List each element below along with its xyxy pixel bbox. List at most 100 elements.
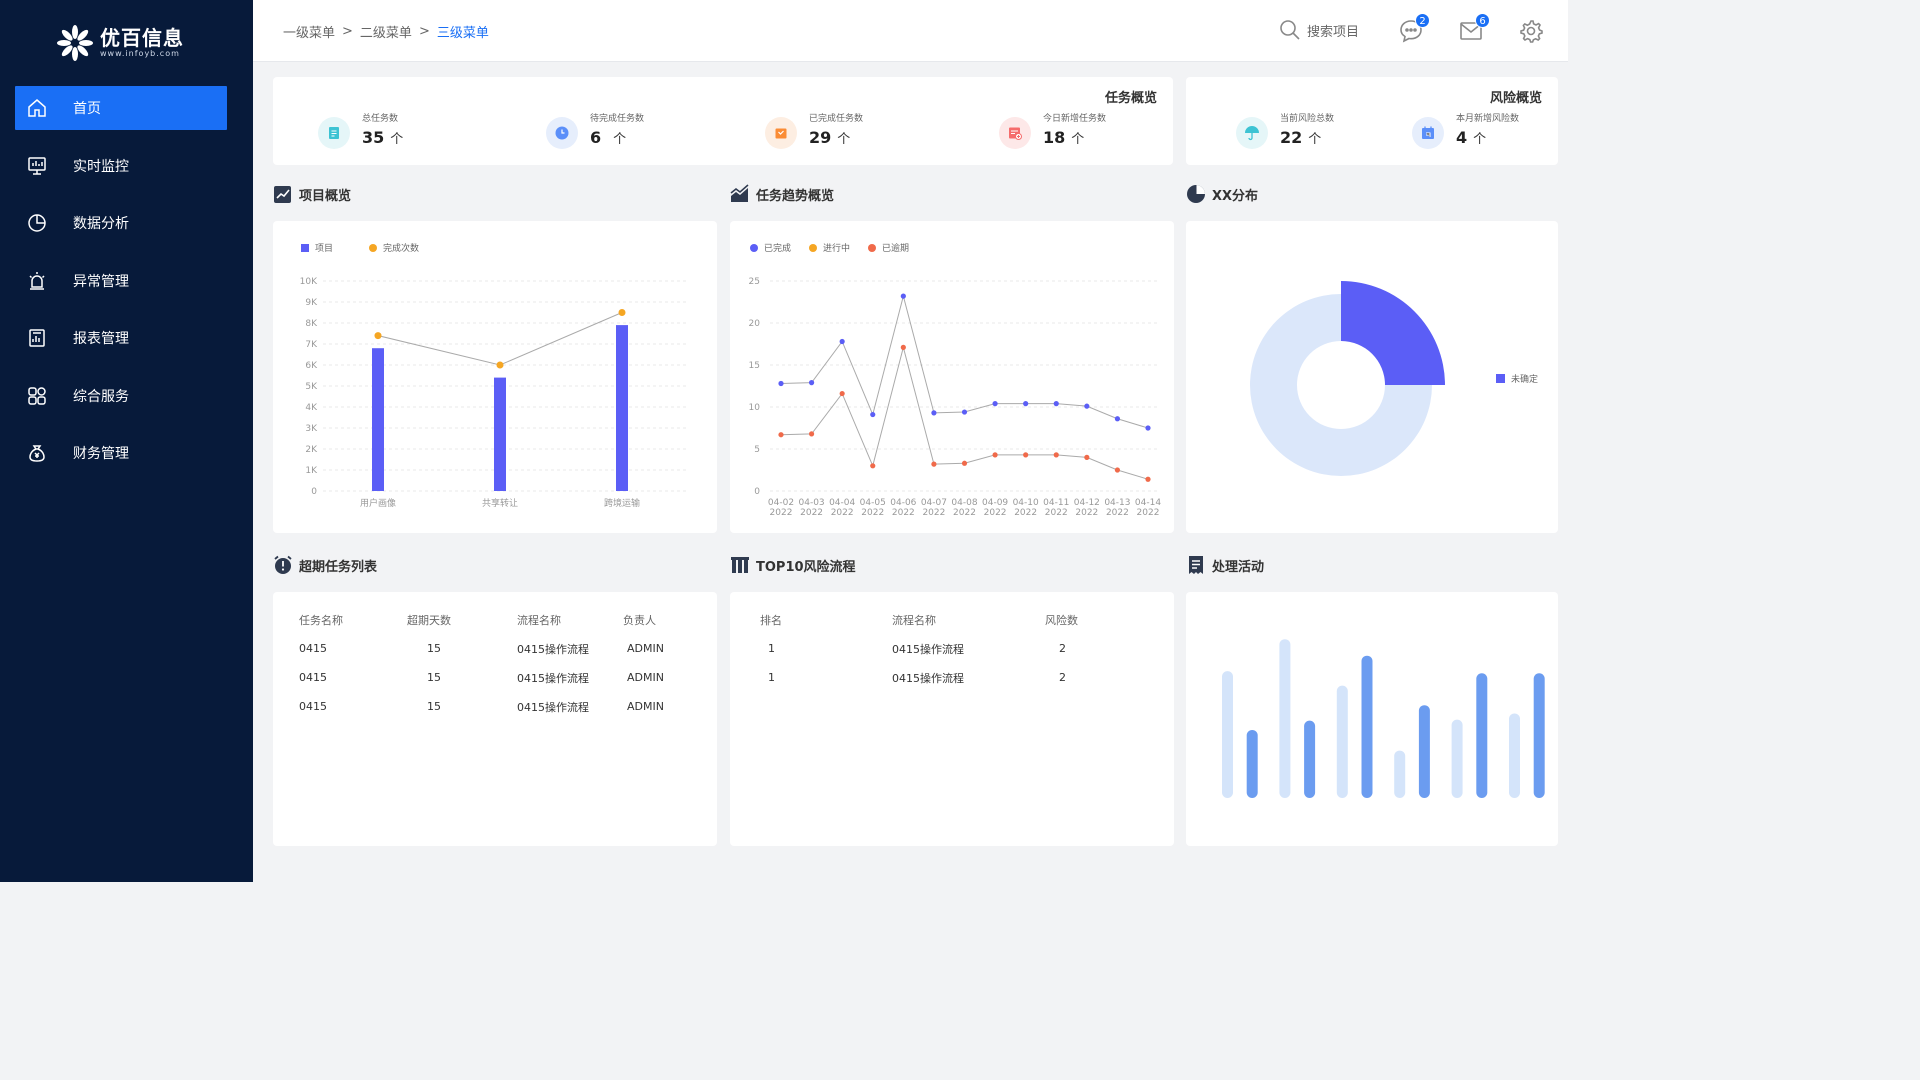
sidebar-item-services[interactable]: 综合服务 (15, 374, 227, 418)
breadcrumb-level3[interactable]: 三级菜单 (436, 26, 489, 41)
table-cell: 0415操作流程 (892, 642, 964, 656)
y-tick-label: 0 (311, 487, 317, 497)
stat-label: 已完成任务数 (809, 114, 864, 124)
trend-overview-card: 已完成 进行中 已逾期 0 5 10 15 20 25 04-02 2022 04-03 2022… (730, 221, 1174, 533)
calendar-month-icon (1412, 117, 1444, 149)
breadcrumb-level1[interactable]: 一级菜单 (283, 26, 336, 41)
y-tick-label: 25 (749, 277, 760, 287)
x-tick-year-label: 2022 (1045, 508, 1068, 518)
sidebar-item-monitor[interactable]: 实时监控 (15, 144, 227, 188)
data-point (839, 390, 845, 397)
breadcrumb-level2[interactable]: 二级菜单 (359, 26, 412, 41)
sidebar-item-exception[interactable]: 异常管理 (15, 259, 227, 303)
table-cell: 1 (768, 642, 775, 655)
top10-table-card: 排名 流程名称 风险数 1 0415操作流程 2 1 0415操作流程 2 (730, 592, 1174, 846)
pie-icon (1186, 184, 1206, 204)
section-title-overdue: 超期任务列表 (273, 555, 377, 575)
x-tick-label: 04-05 (860, 498, 886, 508)
settings-button[interactable] (1518, 18, 1544, 44)
stat-value: 35 (362, 128, 385, 147)
legend-item-undetermined[interactable]: 未确定 (1496, 372, 1538, 385)
legend-swatch (301, 243, 309, 252)
section-title-top10: TOP10风险流程 (730, 555, 856, 575)
column-header: 排名 (760, 614, 782, 627)
data-point (1023, 401, 1029, 407)
project-chart-legend: 项目 完成次数 (301, 241, 437, 254)
sidebar-item-analysis[interactable]: 数据分析 (15, 201, 227, 245)
bar (1304, 720, 1316, 798)
y-tick-label: 3K (305, 424, 318, 434)
x-tick-year-label: 2022 (861, 508, 884, 518)
brand-url: www.infoyb.com (100, 49, 180, 58)
logo[interactable]: 优百信息 www.infoyb.com (56, 24, 184, 62)
data-point (961, 460, 968, 466)
y-tick-label: 2K (305, 445, 318, 455)
data-point (496, 361, 504, 369)
mail-button[interactable]: 6 (1458, 13, 1490, 44)
messages-button[interactable]: 2 (1398, 13, 1430, 44)
legend-label: 完成次数 (383, 244, 420, 254)
table-cell: ADMIN (627, 642, 664, 655)
x-tick-label: 04-10 (1013, 498, 1039, 508)
sidebar-item-report[interactable]: 报表管理 (15, 316, 227, 360)
x-tick-label: 共享转让 (482, 497, 518, 509)
x-tick-year-label: 2022 (770, 508, 793, 518)
table-row[interactable]: 1 0415操作流程 2 (760, 663, 1140, 692)
table-row[interactable]: 0415 15 0415操作流程 ADMIN (299, 663, 699, 692)
x-tick-label: 04-02 (768, 498, 794, 508)
section-title-text: 处理活动 (1212, 559, 1265, 575)
columns-icon (730, 555, 750, 575)
stat-unit: 个 (1308, 132, 1322, 147)
distribution-card: 未确定 (1186, 221, 1558, 533)
data-point (961, 409, 968, 415)
legend-label: 进行中 (823, 244, 851, 254)
table-row[interactable]: 0415 15 0415操作流程 ADMIN (299, 634, 699, 663)
x-tick-year-label: 2022 (953, 508, 976, 518)
stat-label: 待完成任务数 (590, 114, 645, 124)
sidebar-item-label: 财务管理 (73, 446, 129, 462)
stat-unit: 个 (613, 132, 627, 147)
data-point (1053, 401, 1059, 407)
stat-total-tasks: 总任务数 35 个 (318, 111, 403, 149)
pie-slice (1341, 281, 1445, 385)
data-point (1053, 452, 1059, 458)
y-tick-label: 5 (754, 445, 760, 455)
stat-label: 总任务数 (362, 114, 399, 124)
sidebar-item-label: 异常管理 (73, 273, 129, 290)
stat-unit: 个 (837, 132, 851, 147)
brand-name: 优百信息 (100, 26, 184, 50)
sidebar-item-home[interactable]: 首页 (15, 86, 227, 130)
table-cell: ADMIN (627, 700, 664, 713)
activity-bar-chart (1222, 639, 1545, 798)
series-line (377, 312, 623, 366)
table-cell: 0415操作流程 (517, 700, 589, 714)
edit-chart-icon (273, 184, 293, 204)
table-row[interactable]: 1 0415操作流程 2 (760, 634, 1140, 663)
legend-item-overdue[interactable]: 已逾期 (868, 241, 909, 254)
sidebar-item-label: 报表管理 (73, 331, 129, 347)
table-row[interactable]: 0415 15 0415操作流程 ADMIN (299, 692, 699, 721)
table-cell: 0415操作流程 (517, 671, 589, 685)
legend-item-inprogress[interactable]: 进行中 (809, 241, 850, 254)
legend-label: 已逾期 (882, 244, 910, 254)
search-button[interactable]: 搜索项目 (1279, 19, 1359, 41)
legend-item-project[interactable]: 项目 (301, 241, 333, 254)
y-tick-label: 10K (300, 277, 318, 287)
y-tick-label: 4K (305, 403, 318, 413)
data-point (900, 293, 906, 299)
x-tick-label: 04-08 (951, 498, 977, 508)
y-tick-label: 10 (749, 403, 761, 413)
stat-value: 22 (1280, 128, 1303, 147)
sidebar-item-finance[interactable]: 财务管理 (15, 431, 227, 475)
stat-value: 29 (809, 128, 832, 147)
umbrella-icon (1236, 117, 1268, 149)
column-header: 负责人 (623, 614, 656, 627)
stat-unit: 个 (390, 132, 404, 147)
column-header: 流程名称 (892, 614, 936, 627)
top-header: 一级菜单 > 二级菜单 > 三级菜单 搜索项目 2 6 (253, 0, 1568, 62)
legend-item-completed[interactable]: 完成次数 (369, 241, 419, 254)
legend-item-done[interactable]: 已完成 (750, 241, 791, 254)
home-icon (26, 97, 48, 119)
data-point (618, 309, 626, 316)
